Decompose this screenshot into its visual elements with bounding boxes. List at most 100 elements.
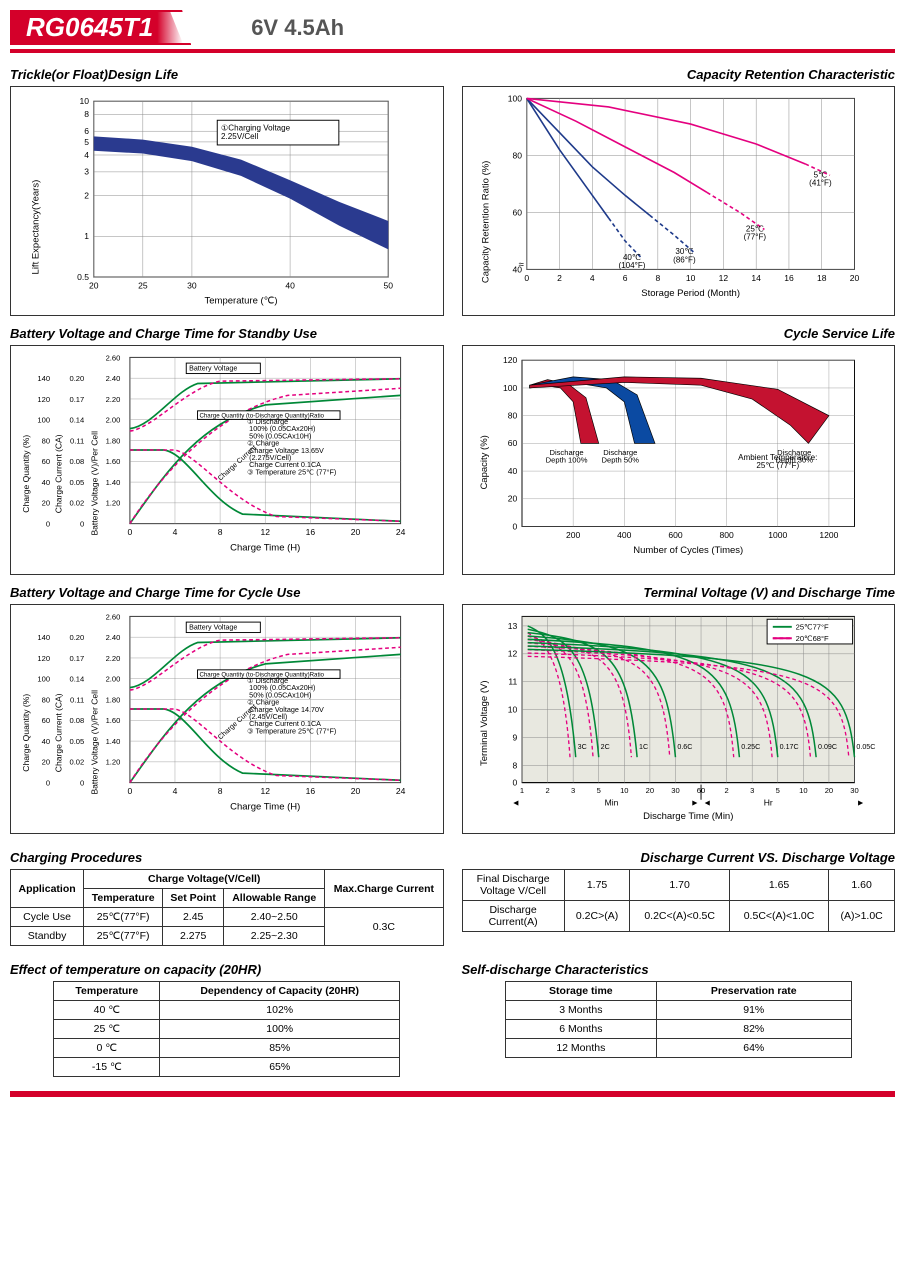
svg-text:25: 25 — [138, 280, 148, 290]
table-row: 25 ℃100% — [54, 1020, 400, 1039]
svg-text:0.6C: 0.6C — [677, 743, 692, 751]
svg-text:1.60: 1.60 — [106, 716, 121, 725]
svg-text:10: 10 — [620, 786, 628, 795]
svg-text:1: 1 — [84, 231, 89, 241]
svg-text:600: 600 — [668, 530, 683, 540]
svg-text:8: 8 — [512, 760, 517, 770]
svg-text:0: 0 — [512, 521, 517, 531]
block-self-discharge: Self-discharge Characteristics Storage t… — [462, 954, 896, 1077]
svg-text:60: 60 — [512, 207, 522, 217]
svg-text:40: 40 — [507, 466, 517, 476]
svg-text:16: 16 — [306, 786, 316, 796]
chart-terminal: 08910111213123510203060235102030MinHr◄►◄… — [462, 604, 896, 834]
svg-text:Charge Time (H): Charge Time (H) — [230, 801, 300, 812]
svg-text:0: 0 — [127, 527, 132, 537]
svg-text:20: 20 — [351, 527, 361, 537]
svg-text:1.20: 1.20 — [106, 499, 121, 508]
svg-text:0.20: 0.20 — [69, 633, 84, 642]
svg-text:20: 20 — [507, 494, 517, 504]
svg-text:Capacity Retention Ratio (%): Capacity Retention Ratio (%) — [480, 161, 491, 284]
svg-text:200: 200 — [566, 530, 581, 540]
svg-text:8: 8 — [84, 109, 89, 119]
svg-text:60: 60 — [42, 457, 50, 466]
svg-text:0.17C: 0.17C — [779, 743, 798, 751]
svg-text:Battery Voltage: Battery Voltage — [189, 624, 237, 632]
svg-text:◄: ◄ — [511, 797, 519, 807]
svg-text:1: 1 — [519, 786, 523, 795]
svg-text:25℃(77°F): 25℃(77°F) — [743, 224, 766, 241]
title-standby: Battery Voltage and Charge Time for Stan… — [10, 326, 444, 341]
svg-text:Min: Min — [604, 797, 618, 807]
svg-text:Battery Voltage (V)/Per Cell: Battery Voltage (V)/Per Cell — [90, 431, 100, 536]
svg-text:2.60: 2.60 — [106, 353, 121, 362]
svg-text:140: 140 — [37, 374, 50, 383]
header: RG0645T1 6V 4.5Ah — [10, 10, 895, 45]
svg-text:1C: 1C — [638, 743, 647, 751]
svg-text:2.40: 2.40 — [106, 374, 121, 383]
svg-terminal: 08910111213123510203060235102030MinHr◄►◄… — [463, 605, 895, 833]
svg-text:800: 800 — [719, 530, 734, 540]
svg-text:3: 3 — [750, 786, 754, 795]
panel-cycle-life: Cycle Service Life 020406080100120200400… — [462, 326, 896, 575]
svg-standby: 00200.021.20400.051.40600.081.60800.111.… — [11, 346, 443, 574]
chart-trickle: 0.51234568102025304050①Charging Voltage2… — [10, 86, 444, 316]
svg-text:Number of Cycles (Times): Number of Cycles (Times) — [633, 545, 743, 556]
svg-text:80: 80 — [42, 695, 50, 704]
svg-text:0.08: 0.08 — [69, 457, 84, 466]
chart-standby: 00200.021.20400.051.40600.081.60800.111.… — [10, 345, 444, 575]
svg-text:2.00: 2.00 — [106, 416, 121, 425]
svg-text:Temperature (℃): Temperature (℃) — [205, 296, 278, 307]
th-set: Set Point — [163, 889, 224, 908]
panel-cycle-charge: Battery Voltage and Charge Time for Cycl… — [10, 585, 444, 834]
svg-text:40: 40 — [42, 737, 50, 746]
svg-text:0.02: 0.02 — [69, 758, 84, 767]
svg-text:20: 20 — [849, 273, 859, 283]
panel-terminal: Terminal Voltage (V) and Discharge Time … — [462, 585, 896, 834]
svg-text:0.05C: 0.05C — [856, 743, 875, 751]
th-max: Max.Charge Current — [325, 870, 443, 908]
svg-text:Discharge Time (Min): Discharge Time (Min) — [643, 811, 733, 822]
svg-text:Storage Period (Month): Storage Period (Month) — [641, 288, 740, 299]
panel-trickle: Trickle(or Float)Design Life 0.512345681… — [10, 67, 444, 316]
title-self-discharge: Self-discharge Characteristics — [462, 962, 896, 977]
table-row: 6 Months82% — [505, 1020, 851, 1039]
block-discharge-voltage: Discharge Current VS. Discharge Voltage … — [462, 842, 896, 946]
svg-text:80: 80 — [507, 411, 517, 421]
svg-text:20: 20 — [351, 786, 361, 796]
svg-text:10: 10 — [685, 273, 695, 283]
svg-cycle-charge: 00200.021.20400.051.40600.081.60800.111.… — [11, 605, 443, 833]
table-discharge-v: Final Discharge Voltage V/Cell 1.75 1.70… — [462, 869, 896, 932]
svg-text:Hr: Hr — [763, 797, 772, 807]
block-temp-effect: Effect of temperature on capacity (20HR)… — [10, 954, 444, 1077]
svg-text:Charge Time (H): Charge Time (H) — [230, 542, 300, 553]
svg-text:13: 13 — [507, 621, 517, 631]
svg-text:5: 5 — [596, 786, 600, 795]
svg-text:100: 100 — [37, 416, 50, 425]
svg-text:50: 50 — [383, 280, 393, 290]
svg-text:0: 0 — [524, 273, 529, 283]
panel-standby: Battery Voltage and Charge Time for Stan… — [10, 326, 444, 575]
svg-text:0.09C: 0.09C — [818, 743, 837, 751]
chart-cycle-charge: 00200.021.20400.051.40600.081.60800.111.… — [10, 604, 444, 834]
svg-text:0.14: 0.14 — [69, 675, 84, 684]
svg-text:2C: 2C — [600, 743, 609, 751]
block-charging-procedures: Charging Procedures Application Charge V… — [10, 842, 444, 946]
svg-text:30: 30 — [187, 280, 197, 290]
svg-text:2.20: 2.20 — [106, 395, 121, 404]
title-retention: Capacity Retention Characteristic — [462, 67, 896, 82]
svg-text:10: 10 — [79, 96, 89, 106]
svg-text:1.20: 1.20 — [106, 758, 121, 767]
svg-text:6: 6 — [84, 126, 89, 136]
svg-text:10: 10 — [507, 705, 517, 715]
svg-text:DischargeDepth 50%: DischargeDepth 50% — [601, 448, 639, 465]
svg-text:Charge Current (CA): Charge Current (CA) — [53, 693, 63, 772]
svg-text:20: 20 — [42, 499, 50, 508]
svg-text:0.02: 0.02 — [69, 499, 84, 508]
svg-text:1000: 1000 — [768, 530, 787, 540]
svg-text:1.80: 1.80 — [106, 695, 121, 704]
svg-text:Charge Current (CA): Charge Current (CA) — [53, 434, 63, 513]
th-cv: Charge Voltage(V/Cell) — [84, 870, 325, 889]
footer-red-line — [10, 1091, 895, 1097]
svg-text:400: 400 — [617, 530, 632, 540]
svg-text:20: 20 — [42, 758, 50, 767]
